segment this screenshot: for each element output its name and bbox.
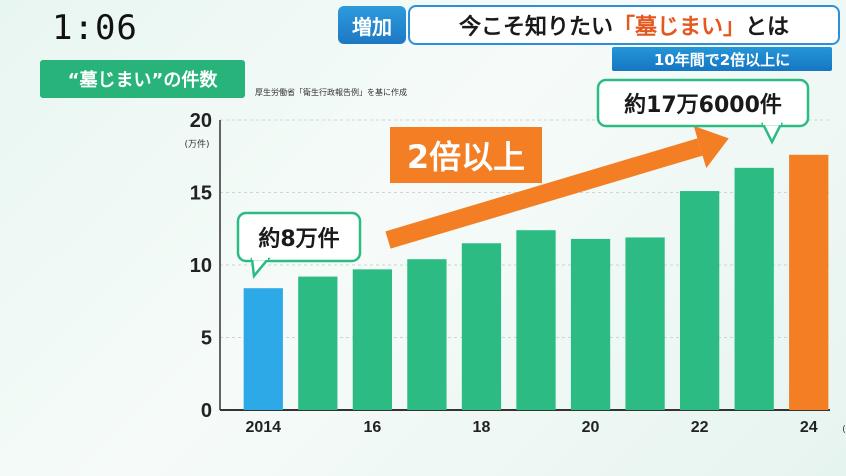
bar [516, 230, 556, 410]
callout-first-box [236, 211, 362, 263]
y-unit-label: (万件) [184, 138, 209, 150]
callout-last-box [596, 78, 810, 128]
bar [789, 154, 829, 410]
trend-arrow-shaft [385, 138, 703, 249]
clock: 1:06 [52, 8, 138, 48]
bar [243, 288, 283, 410]
x-tick-label: 24 [800, 419, 818, 436]
x-tick-label: 22 [691, 419, 709, 436]
y-tick-label: 15 [190, 183, 212, 205]
topic-tag: 増加 [338, 6, 406, 44]
callout-first-label: 約8万件 [258, 226, 339, 252]
bar [734, 167, 774, 410]
y-tick-label: 5 [201, 328, 212, 350]
headline-highlight: 「墓じまい」 [612, 15, 745, 40]
chart-subtitle: “墓じまい”の件数 [40, 60, 245, 98]
y-tick-label: 20 [190, 110, 212, 132]
y-tick-label: 0 [201, 400, 212, 422]
x-tick-label: 18 [473, 419, 491, 436]
headline-sub: 10年間で2倍以上に [612, 47, 832, 71]
source-note: 厚生労働省「衛生行政報告例」を基に作成 [255, 88, 407, 97]
x-tick-label: 2014 [245, 419, 281, 436]
headline: 今こそ知りたい 「墓じまい」 とは [408, 5, 840, 45]
bar [625, 237, 665, 410]
callout-last-label: 約17万6000件 [624, 92, 782, 118]
bar [680, 191, 720, 410]
callout-last-pointer [760, 122, 784, 145]
headline-after: とは [745, 15, 790, 40]
x-unit-label: (年度) [842, 423, 846, 435]
y-tick-label: 10 [190, 255, 212, 277]
arrow-label: 2倍以上 [407, 138, 525, 176]
arrow-label-box [390, 127, 542, 183]
bar [352, 269, 392, 410]
bar [461, 243, 502, 410]
trend-arrow-head [693, 125, 729, 169]
bar [298, 276, 338, 410]
x-tick-label: 20 [582, 419, 600, 436]
bar [570, 238, 611, 410]
headline-before: 今こそ知りたい [458, 15, 613, 40]
x-tick-label: 16 [363, 419, 381, 436]
bar [407, 259, 447, 410]
callout-first-joint [252, 256, 268, 260]
callout-first-pointer [250, 257, 271, 280]
callout-last-joint [763, 121, 781, 125]
